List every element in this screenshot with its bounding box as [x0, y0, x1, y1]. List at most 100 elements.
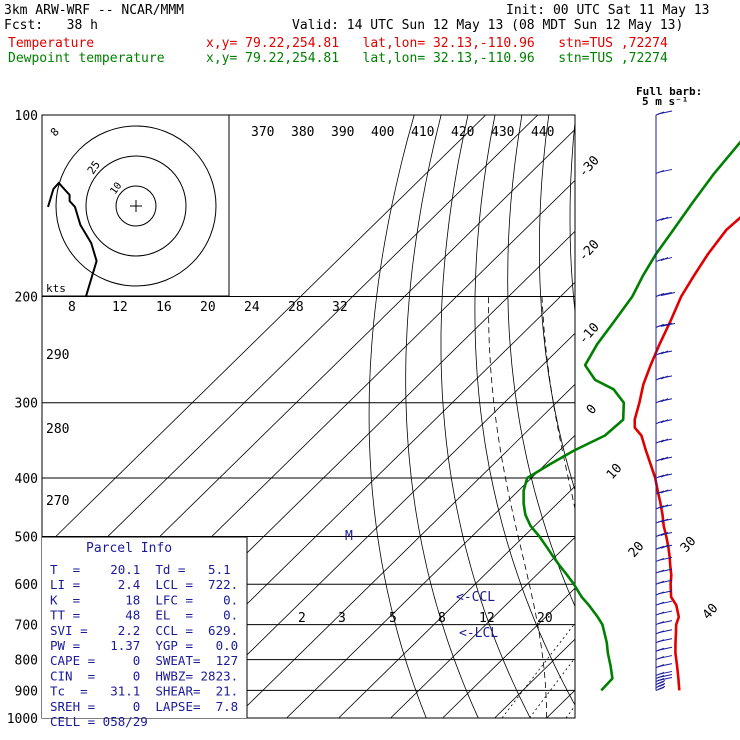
pressure-label: 700 — [15, 619, 38, 634]
mixing-ratio-line — [565, 705, 575, 718]
wind-barb-flag — [660, 375, 669, 380]
hodograph-scale-label: 12 — [112, 300, 128, 315]
mixing-ratio-label: 20 — [537, 611, 553, 626]
wind-barb — [655, 674, 673, 679]
wind-barb-flag — [660, 518, 669, 523]
moist-adiabat — [713, 297, 740, 719]
wind-barb — [655, 629, 673, 635]
wind-barb — [655, 620, 673, 626]
isotherm-right-label: 10 — [604, 461, 626, 483]
wind-barb-flag — [660, 419, 669, 424]
wind-barb-flag — [660, 438, 669, 443]
wind-barb-flag — [657, 568, 673, 573]
theta-label: 430 — [491, 125, 514, 140]
wind-barb-flag — [657, 556, 673, 561]
hodograph-scale-label: 24 — [244, 300, 260, 315]
wind-barb — [655, 292, 676, 297]
wind-barb — [655, 680, 666, 685]
wind-barb-flag — [657, 685, 666, 690]
wind-barb-flag — [660, 350, 669, 355]
wind-barb — [655, 685, 666, 691]
wind-barb — [655, 489, 673, 495]
isotherm-right-label: -20 — [576, 237, 603, 264]
dry-adiabat — [474, 115, 575, 706]
pressure-label: 900 — [15, 684, 38, 699]
isotherm-right-label: 30 — [678, 534, 700, 556]
wind-barb-flag — [657, 590, 673, 595]
pressure-label: 400 — [15, 472, 38, 487]
wind-barb — [655, 683, 666, 688]
wind-barb — [655, 670, 673, 676]
pressure-label: 600 — [15, 578, 38, 593]
wind-barb-flag — [660, 532, 669, 536]
theta-label: 420 — [451, 125, 474, 140]
mixing-ratio-label: 3 — [338, 611, 346, 626]
moist-adiabat — [671, 297, 734, 719]
wind-barb-flag — [657, 620, 673, 625]
wind-barb — [655, 257, 673, 263]
wind-barb-flag — [657, 292, 673, 297]
wind-barb-flag — [657, 655, 673, 660]
parcel-info-row: SVI = 2.2 CCL = 629. — [50, 623, 238, 638]
wind-barb-flag — [657, 168, 673, 173]
dry-adiabat — [628, 115, 740, 718]
wind-barb-flag — [657, 680, 666, 684]
wind-barb-flag — [657, 683, 666, 687]
parcel-info-panel: Parcel Info T = 20.1 Td = 5.1LI = 2.4 LCL… — [50, 541, 238, 729]
theta-label: 440 — [531, 125, 554, 140]
wind-barb-flag — [657, 674, 673, 678]
wind-barb — [655, 590, 673, 596]
wind-barb-flag — [657, 322, 673, 327]
wind-barb — [655, 600, 673, 606]
wind-barb-flag — [660, 489, 669, 494]
hodograph-scale-label: 28 — [288, 300, 304, 315]
hodograph-trace — [47, 181, 98, 298]
full-barb-unit: 5 m s⁻¹ — [642, 95, 688, 108]
wind-barb-flag — [657, 579, 673, 584]
isotherm-line — [546, 689, 575, 718]
parcel-info-row: T = 20.1 Td = 5.1 — [50, 562, 231, 577]
theta-label: 390 — [331, 125, 354, 140]
mixing-ratio-label: 5 — [389, 611, 397, 626]
wind-barb — [655, 419, 673, 425]
wind-barb — [655, 568, 673, 574]
hodograph-scale-label: 8 — [68, 300, 76, 315]
parcel-info-row: SREH = 0 LAPSE= 7.8 — [50, 699, 238, 714]
isotherm-line — [234, 383, 575, 718]
wind-barb-flag — [660, 292, 676, 297]
init-time: Init: 00 UTC Sat 11 May 13 — [506, 3, 710, 18]
full-barb-label: Full barb: — [636, 85, 702, 98]
mixing-ratio-label: 2 — [298, 611, 306, 626]
wind-barb-flag — [660, 456, 669, 461]
hodograph-scale-label: 20 — [200, 300, 216, 315]
hodograph-scale-label: 16 — [156, 300, 172, 315]
wind-barb — [655, 663, 673, 669]
wind-barb-flag — [657, 110, 673, 115]
parcel-info-row: CAPE = 0 SWEAT= 127 — [50, 653, 238, 668]
wind-barb — [655, 646, 673, 652]
isotherm-line — [599, 115, 740, 718]
wind-barb — [655, 677, 673, 682]
isotherm-line — [390, 536, 575, 718]
valid-time: Valid: 14 UTC Sun 12 May 13 (08 MDT Sun … — [292, 18, 684, 33]
dry-adiabat-label: 290 — [46, 348, 69, 363]
dry-adiabat — [507, 115, 575, 608]
theta-label: 380 — [291, 125, 314, 140]
isotherm-line — [286, 434, 575, 718]
wind-barb — [655, 638, 673, 644]
temperature-location: x,y= 79.22,254.81 lat,lon= 32.13,-110.96… — [206, 36, 668, 51]
wind-barb-flag — [660, 257, 669, 262]
theta-label: 400 — [371, 125, 394, 140]
theta-label: 370 — [251, 125, 274, 140]
mixing-ratio-line — [633, 584, 729, 718]
parcel-info-row: Tc = 31.1 SHEAR= 21. — [50, 684, 238, 699]
hodograph-ring-label: 25 — [85, 158, 103, 176]
wind-barb-flag — [660, 398, 669, 403]
wind-barb — [655, 168, 673, 174]
mixing-ratio-label: 12 — [479, 611, 495, 626]
wind-barb-flag — [657, 610, 673, 615]
hodograph-ring — [85, 155, 187, 257]
isotherm-right-label: 0 — [584, 402, 600, 418]
